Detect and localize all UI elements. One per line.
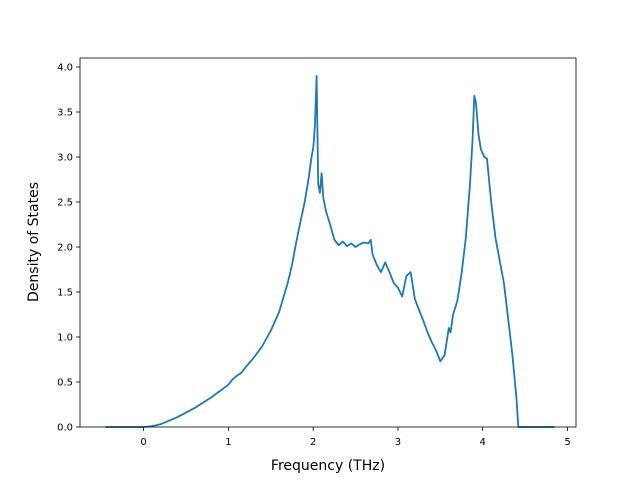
y-tick-label: 0.5 [57, 378, 73, 389]
y-tick-label: 2.0 [57, 243, 73, 254]
dos-line [105, 75, 555, 428]
y-axis-ticks: 0.0 0.5 1.0 1.5 2.0 2.5 3.0 3.5 4.0 [57, 63, 80, 434]
y-tick-label: 4.0 [57, 63, 73, 74]
x-axis-ticks: 0 1 2 3 4 5 [140, 427, 571, 448]
x-axis-title: Frequency (THz) [271, 458, 385, 474]
x-tick-label: 5 [564, 437, 570, 448]
x-tick-label: 3 [395, 437, 401, 448]
y-tick-label: 2.5 [57, 198, 73, 209]
x-tick-label: 4 [480, 437, 486, 448]
y-tick-label: 0.0 [57, 423, 73, 434]
plot-area [80, 58, 576, 427]
y-tick-label: 1.5 [57, 288, 73, 299]
y-tick-label: 3.5 [57, 108, 73, 119]
x-tick-label: 2 [310, 437, 316, 448]
y-tick-label: 3.0 [57, 153, 73, 164]
x-tick-label: 1 [225, 437, 231, 448]
plot-frame [79, 57, 577, 428]
y-axis-title: Density of States [26, 182, 42, 302]
x-tick-label: 0 [140, 437, 146, 448]
y-tick-label: 1.0 [57, 333, 73, 344]
